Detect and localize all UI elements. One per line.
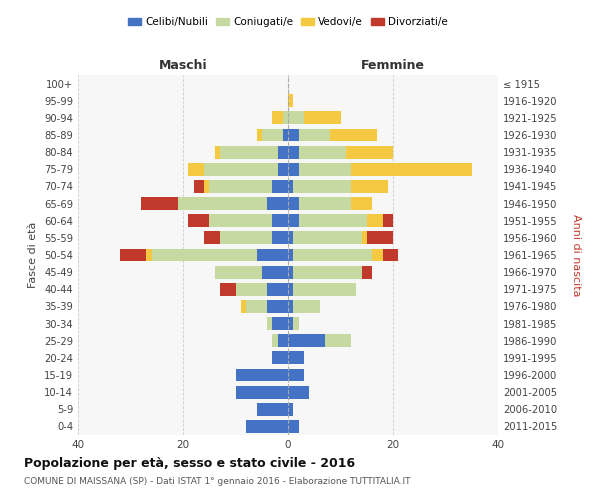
Bar [293, 248, 372, 262]
Bar [293, 317, 299, 330]
Bar [293, 300, 320, 313]
Bar [188, 163, 204, 175]
Bar [235, 283, 267, 296]
Bar [288, 128, 299, 141]
Y-axis label: Anni di nascita: Anni di nascita [571, 214, 581, 296]
Bar [262, 266, 288, 278]
Bar [288, 180, 293, 193]
Bar [262, 128, 283, 141]
Bar [272, 214, 288, 227]
Bar [361, 232, 367, 244]
Bar [209, 180, 272, 193]
Bar [178, 197, 267, 210]
Bar [299, 128, 330, 141]
Bar [299, 163, 351, 175]
Bar [299, 214, 367, 227]
Bar [272, 112, 283, 124]
Bar [209, 214, 272, 227]
Bar [272, 317, 288, 330]
Bar [372, 248, 383, 262]
Bar [288, 317, 293, 330]
Bar [288, 352, 304, 364]
Bar [151, 248, 257, 262]
Bar [293, 266, 361, 278]
Bar [288, 197, 299, 210]
Bar [235, 386, 288, 398]
Bar [246, 300, 267, 313]
Bar [288, 94, 293, 107]
Text: Popolazione per età, sesso e stato civile - 2016: Popolazione per età, sesso e stato civil… [24, 458, 355, 470]
Bar [288, 112, 304, 124]
Bar [146, 248, 151, 262]
Bar [299, 197, 351, 210]
Bar [204, 163, 277, 175]
Bar [257, 403, 288, 415]
Bar [293, 232, 361, 244]
Bar [288, 248, 293, 262]
Bar [267, 283, 288, 296]
Text: Femmine: Femmine [361, 58, 425, 71]
Bar [204, 180, 209, 193]
Bar [257, 128, 262, 141]
Bar [367, 214, 383, 227]
Bar [293, 180, 351, 193]
Bar [277, 334, 288, 347]
Bar [267, 300, 288, 313]
Bar [288, 300, 293, 313]
Bar [283, 128, 288, 141]
Bar [288, 283, 293, 296]
Text: COMUNE DI MAISSANA (SP) - Dati ISTAT 1° gennaio 2016 - Elaborazione TUTTITALIA.I: COMUNE DI MAISSANA (SP) - Dati ISTAT 1° … [24, 478, 410, 486]
Text: Maschi: Maschi [158, 58, 208, 71]
Bar [193, 180, 204, 193]
Bar [288, 163, 299, 175]
Bar [383, 248, 398, 262]
Bar [220, 146, 277, 158]
Bar [367, 232, 393, 244]
Bar [351, 180, 388, 193]
Bar [346, 146, 393, 158]
Bar [299, 146, 346, 158]
Bar [246, 420, 288, 433]
Bar [272, 352, 288, 364]
Bar [288, 403, 293, 415]
Bar [304, 112, 341, 124]
Bar [272, 232, 288, 244]
Y-axis label: Fasce di età: Fasce di età [28, 222, 38, 288]
Bar [120, 248, 146, 262]
Bar [288, 232, 293, 244]
Bar [215, 266, 262, 278]
Bar [272, 180, 288, 193]
Bar [330, 128, 377, 141]
Bar [293, 283, 356, 296]
Bar [188, 214, 209, 227]
Bar [204, 232, 220, 244]
Bar [241, 300, 246, 313]
Bar [267, 197, 288, 210]
Bar [351, 197, 372, 210]
Bar [235, 368, 288, 382]
Bar [351, 163, 472, 175]
Bar [288, 420, 299, 433]
Bar [288, 368, 304, 382]
Bar [288, 386, 309, 398]
Bar [288, 146, 299, 158]
Bar [257, 248, 288, 262]
Bar [141, 197, 178, 210]
Bar [220, 232, 272, 244]
Legend: Celibi/Nubili, Coniugati/e, Vedovi/e, Divorziati/e: Celibi/Nubili, Coniugati/e, Vedovi/e, Di… [124, 12, 452, 31]
Bar [267, 317, 272, 330]
Bar [361, 266, 372, 278]
Bar [283, 112, 288, 124]
Bar [272, 334, 277, 347]
Bar [277, 146, 288, 158]
Bar [288, 214, 299, 227]
Bar [325, 334, 351, 347]
Bar [383, 214, 393, 227]
Bar [215, 146, 220, 158]
Bar [288, 334, 325, 347]
Bar [288, 266, 293, 278]
Bar [277, 163, 288, 175]
Bar [220, 283, 235, 296]
